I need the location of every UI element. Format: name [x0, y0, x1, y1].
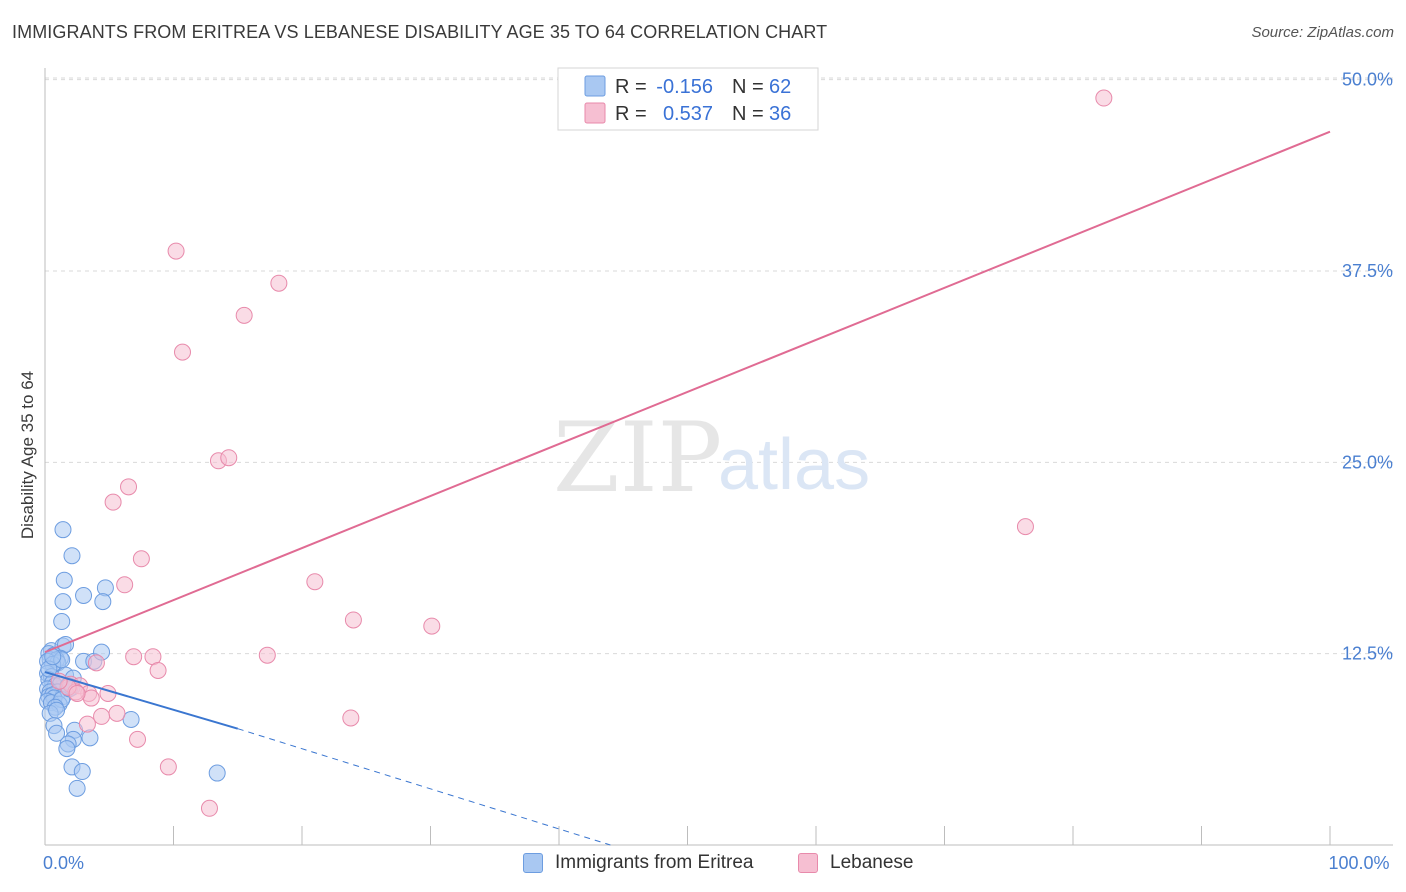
chart-title: IMMIGRANTS FROM ERITREA VS LEBANESE DISA…	[12, 22, 828, 42]
watermark: ZIP atlas	[553, 402, 870, 514]
point-eritrea	[63, 547, 81, 565]
legend-r-value-1: -0.156	[656, 76, 713, 98]
legend-n-label-2: N =	[732, 103, 764, 125]
point-lebanese	[235, 306, 253, 324]
point-lebanese	[342, 709, 360, 727]
legend-n-label-1: N =	[732, 76, 764, 98]
y-tick-label: 25.0%	[1342, 452, 1393, 472]
legend-swatch-lebanese	[798, 853, 818, 873]
point-lebanese	[270, 274, 288, 292]
point-lebanese	[200, 799, 218, 817]
watermark-zip: ZIP	[553, 402, 722, 514]
point-lebanese	[78, 715, 96, 733]
point-lebanese	[173, 343, 191, 361]
data-points	[39, 89, 1113, 817]
point-lebanese	[104, 493, 122, 511]
point-eritrea	[55, 571, 73, 589]
grid-lines	[45, 77, 1393, 655]
y-axis-label: Disability Age 35 to 64	[18, 371, 37, 539]
bottom-legend: Immigrants from Eritrea Lebanese	[0, 848, 1406, 880]
point-lebanese	[423, 617, 441, 635]
point-eritrea	[54, 521, 72, 539]
point-lebanese	[129, 730, 147, 748]
x-tick-label: 100.0%	[1328, 853, 1389, 873]
y-tick-label: 37.5%	[1342, 261, 1393, 281]
point-lebanese	[125, 648, 143, 666]
point-eritrea	[54, 593, 72, 611]
point-eritrea	[96, 579, 114, 597]
point-eritrea	[122, 710, 140, 728]
point-lebanese	[108, 704, 126, 722]
legend-label-eritrea: Immigrants from Eritrea	[555, 852, 754, 873]
legend-label-lebanese: Lebanese	[830, 852, 914, 873]
point-lebanese	[344, 611, 362, 629]
tick-labels: 12.5% 25.0% 37.5% 50.0% 0.0% 100.0%	[43, 70, 1393, 873]
point-lebanese	[132, 550, 150, 568]
point-lebanese	[167, 242, 185, 260]
legend-item-lebanese[interactable]: Lebanese	[798, 852, 913, 874]
legend-r-value-2: 0.537	[663, 103, 713, 125]
trend-lines	[44, 130, 1331, 846]
trend-line-lebanese	[44, 130, 1331, 654]
point-lebanese	[306, 573, 324, 591]
watermark-atlas: atlas	[718, 425, 870, 505]
point-eritrea	[81, 729, 99, 747]
point-lebanese	[258, 646, 276, 664]
y-tick-label: 12.5%	[1342, 644, 1393, 664]
point-eritrea	[48, 701, 66, 719]
point-eritrea	[73, 763, 91, 781]
point-lebanese	[1016, 518, 1034, 536]
point-lebanese	[116, 576, 134, 594]
top-legend: R = -0.156 N = 62 R = 0.537 N = 36	[557, 67, 819, 131]
point-lebanese	[149, 662, 167, 680]
trend-line-eritrea	[44, 671, 239, 730]
point-lebanese	[159, 758, 177, 776]
point-lebanese	[68, 684, 86, 702]
legend-n-value-1: 62	[769, 76, 791, 98]
point-lebanese	[120, 478, 138, 496]
point-eritrea	[208, 764, 226, 782]
point-lebanese	[82, 689, 100, 707]
x-tick-label: 0.0%	[43, 853, 84, 873]
point-lebanese	[220, 449, 238, 467]
chart-source: Source: ZipAtlas.com	[1251, 24, 1394, 41]
y-tick-label: 50.0%	[1342, 70, 1393, 90]
legend-r-label-1: R =	[615, 76, 647, 98]
point-lebanese	[87, 654, 105, 672]
point-eritrea	[53, 613, 71, 631]
point-eritrea	[68, 779, 86, 797]
legend-swatch-blue	[584, 75, 606, 97]
point-eritrea	[75, 586, 93, 604]
legend-r-label-2: R =	[615, 103, 647, 125]
legend-swatch-pink	[584, 102, 606, 124]
legend-n-value-2: 36	[769, 103, 791, 125]
point-eritrea	[58, 740, 76, 758]
point-lebanese	[93, 707, 111, 725]
point-eritrea	[94, 593, 112, 611]
point-eritrea	[48, 724, 66, 742]
legend-swatch-eritrea	[523, 853, 543, 873]
point-lebanese	[1095, 89, 1113, 107]
trend-line-eritrea-extension	[237, 728, 611, 846]
legend-item-eritrea[interactable]: Immigrants from Eritrea	[523, 852, 753, 874]
